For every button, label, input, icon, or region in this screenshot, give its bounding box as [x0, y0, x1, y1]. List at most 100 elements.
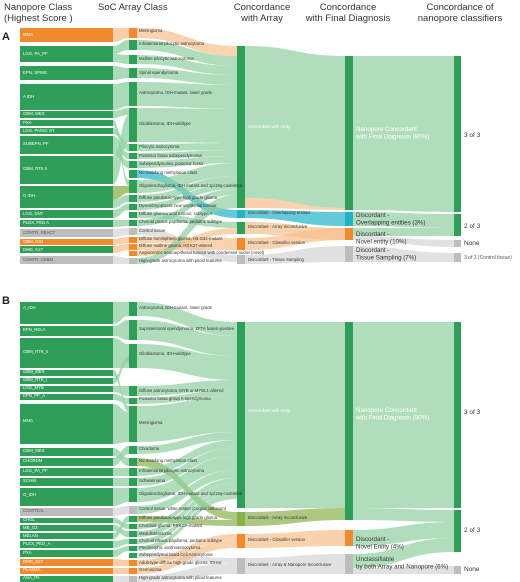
link-b-d2c-3 [353, 538, 454, 568]
soc-label-a-16: Diffuse hemispheric glioma, H3 G34-mutan… [139, 236, 223, 241]
link-a-n2s-16 [113, 237, 129, 245]
nano-label-b-0: A_IDH [23, 305, 36, 310]
soc-node-a-6 [129, 144, 137, 151]
link-b-n2s-13 [113, 506, 129, 516]
soc-label-b-6: Chordoma [139, 446, 160, 451]
soc-label-b-8: Infratentorial pilocytic astrocytoma [139, 468, 205, 473]
array-label-a-2: Discordant - Array Inconclusive [248, 224, 308, 229]
final-node-a-1 [454, 214, 461, 236]
link-a-s2a-5 [137, 108, 237, 143]
soc-node-b-16 [129, 546, 137, 551]
array-label-b-1: Discordant - Array Inconclusive [248, 515, 308, 520]
nano-label-a-0: MNG [23, 32, 34, 37]
link-a-s2a-4 [137, 82, 237, 109]
soc-node-b-0 [129, 302, 137, 316]
link-b-s2a-10 [137, 456, 237, 502]
header-nanopore-class-line2: (Highest Score ) [4, 13, 73, 24]
array-label-b-2: Discordant - Classifier version [248, 537, 306, 542]
nano-label-a-13: GBM, G34 [23, 239, 44, 244]
link-a-n2s-15 [113, 228, 129, 237]
soc-node-a-1 [129, 40, 137, 50]
soc-node-b-20 [129, 576, 137, 582]
soc-node-a-13 [129, 212, 137, 218]
soc-label-a-6: Pilocytic astrocytoma [139, 144, 180, 149]
nano-node-b-3 [20, 370, 113, 376]
soc-label-a-15: Control tissue [139, 228, 166, 233]
nano-node-b-17 [20, 541, 113, 548]
soc-label-a-13: Diffuse glioneuronal tumour, subtype A [139, 211, 213, 216]
diag-node-a-0 [345, 56, 353, 210]
panel-b-label: B [2, 295, 10, 307]
link-b-n2s-5 [113, 386, 129, 396]
link-b-s2a-14 [137, 483, 237, 537]
nano-label-b-17: PLEX_PED_A [23, 541, 51, 546]
link-a-s2a-17 [137, 244, 237, 250]
nano-label-a-9: O IDH [23, 193, 35, 198]
nano-node-b-12 [20, 488, 113, 506]
link-b-n2s-20 [113, 568, 129, 574]
link-b-a2d-1 [245, 508, 345, 526]
link-b-n2s-0 [113, 302, 129, 324]
nano-node-a-10 [20, 210, 113, 218]
soc-node-b-7 [129, 458, 137, 466]
link-b-s2a-11 [137, 470, 237, 514]
link-a-d2c-4 [353, 236, 454, 247]
soc-node-b-14 [129, 531, 137, 537]
diag-node-a-1 [345, 212, 353, 226]
header-soc-array-class: SoC Array Class [98, 2, 168, 13]
nano-label-b-5: LGG_MYB [23, 385, 44, 390]
soc-label-b-16: Pleomorphic xanthoastrocytoma [139, 545, 201, 550]
nano-node-b-7 [20, 404, 113, 444]
nano-label-b-21: ANA_PA [23, 575, 40, 580]
soc-node-a-5 [129, 108, 137, 142]
link-a-n2s-18 [113, 256, 129, 264]
nano-label-b-3: GBM_MES [23, 369, 45, 374]
link-a-s2a-19 [137, 195, 237, 264]
diag-label-a-2-line1: Novel entity (10%) [356, 239, 407, 246]
nano-label-b-9: CHORDM [23, 458, 43, 463]
link-b-s2a-3 [137, 380, 237, 396]
soc-node-a-9 [129, 170, 137, 178]
nano-label-a-15: CONTR, CEBM [23, 257, 53, 262]
link-a-d2c-2 [353, 212, 454, 228]
nano-label-b-12: O_IDH [23, 492, 36, 497]
soc-node-b-13 [129, 524, 137, 529]
soc-label-a-11: Diffuse paediatric-type high grade gliom… [139, 195, 218, 200]
soc-node-b-10 [129, 488, 137, 502]
link-a-d2c-5 [353, 246, 454, 262]
final-label-b-0: 3 of 3 [464, 409, 481, 416]
header-nanopore-class-line1: Nanopore Class [4, 2, 72, 13]
panel-a-label: A [2, 31, 10, 43]
nano-node-a-4 [20, 111, 113, 118]
link-a-n2s-5 [113, 108, 129, 118]
link-b-a2d-2 [245, 530, 345, 548]
nano-node-b-6 [20, 394, 113, 400]
diag-label-a-0-line1: with Final Diagnosis (80%) [355, 134, 429, 141]
final-label-a-2: None [464, 240, 480, 247]
soc-node-b-1 [129, 320, 137, 340]
soc-label-a-19: High-grade astrocytoma with piloid featu… [139, 258, 222, 263]
soc-label-b-9: Schwannoma [139, 478, 166, 483]
nano-label-a-11: PLEX, PED A [23, 220, 49, 225]
final-label-b-2: None [464, 566, 480, 573]
link-b-s2a-9 [137, 448, 237, 486]
nano-node-a-3 [20, 84, 113, 110]
link-a-a2d-1 [245, 198, 345, 210]
soc-label-a-1: Infratentorial pilocytic astrocytoma [139, 41, 205, 46]
nano-label-a-12: CONTR, REACT [23, 230, 56, 235]
soc-node-a-18 [129, 251, 137, 256]
link-b-s2a-1 [137, 320, 237, 356]
diag-node-a-2 [345, 228, 353, 240]
final-node-a-2 [454, 240, 461, 247]
link-b-n2s-1 [113, 320, 129, 340]
nano-label-b-8: GBM_MES [23, 448, 45, 453]
soc-node-b-15 [129, 539, 137, 544]
link-b-n2s-11 [113, 478, 129, 486]
diag-label-a-3-line1: Tissue Sampling (7%) [356, 255, 416, 262]
header-nanopore-classifiers-line2: nanopore classifiers [418, 13, 503, 24]
soc-label-b-20: High-grade astrocytoma with piloid featu… [139, 575, 222, 580]
link-b-d2c-2 [353, 522, 454, 546]
